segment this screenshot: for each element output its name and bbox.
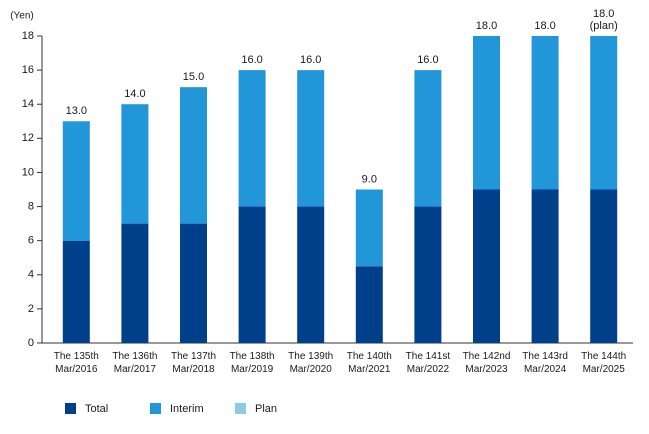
x-tick-label: The 136th Mar/2017 xyxy=(112,351,157,375)
total-label: 16.0 xyxy=(300,54,321,66)
x-tick-label-line: Mar/2019 xyxy=(231,364,274,375)
x-tick-label: The 135th Mar/2016 xyxy=(54,351,99,375)
total-label: 16.0 xyxy=(241,54,262,66)
bar-segment xyxy=(355,266,383,343)
x-tick-label: The 142nd Mar/2023 xyxy=(463,351,511,375)
bar-segment xyxy=(473,189,500,343)
bar-segment xyxy=(473,36,500,190)
bar-segment xyxy=(531,189,559,343)
bar-segment xyxy=(62,121,90,241)
legend-swatch xyxy=(235,403,246,414)
annotation: (plan) xyxy=(590,20,618,32)
bar-segment xyxy=(238,206,266,343)
x-tick-label-line: Mar/2017 xyxy=(114,364,157,375)
x-tick-label: The 137th Mar/2018 xyxy=(171,351,216,375)
x-tick-label: The 141st Mar/2022 xyxy=(406,351,451,375)
total-label: 14.0 xyxy=(124,88,145,100)
y-tick-label: 10 xyxy=(22,166,34,178)
bar-segment xyxy=(180,223,207,343)
x-tick-label: The 144th Mar/2025 xyxy=(581,351,626,375)
x-tick-label-line: Mar/2021 xyxy=(348,364,391,375)
x-tick-label: The 143rd Mar/2024 xyxy=(522,351,568,375)
legend-label: Interim xyxy=(170,403,204,415)
y-tick-label: 18 xyxy=(22,30,34,42)
x-tick-label-line: The 139th xyxy=(288,351,333,362)
x-tick-label-line: The 135th xyxy=(54,351,99,362)
x-tick-label-line: The 140th xyxy=(347,351,392,362)
y-tick-label: 2 xyxy=(28,303,34,315)
y-tick-label: 4 xyxy=(28,269,34,281)
total-label: 18.0 xyxy=(476,20,497,32)
x-tick-label-line: The 138th xyxy=(230,351,275,362)
x-tick-label-line: Mar/2018 xyxy=(172,364,215,375)
x-tick-label-line: Mar/2025 xyxy=(583,364,626,375)
x-tick-label: The 139th Mar/2020 xyxy=(288,351,333,375)
x-tick-label-line: The 144th xyxy=(581,351,626,362)
total-label: 13.0 xyxy=(66,105,87,117)
total-label: 18.0 xyxy=(593,8,614,20)
x-tick-label-line: The 143rd xyxy=(522,351,568,362)
bar-segment xyxy=(180,87,207,224)
y-tick-label: 16 xyxy=(22,64,34,76)
total-label: 15.0 xyxy=(183,71,204,83)
bar-segment xyxy=(238,70,266,207)
bar-segment xyxy=(297,206,325,343)
bar-segment xyxy=(531,36,559,190)
bar-segment xyxy=(62,240,90,343)
bar-segment xyxy=(590,189,618,343)
y-axis-label: (Yen) xyxy=(10,11,34,22)
legend-swatch xyxy=(150,403,161,414)
total-label: 18.0 xyxy=(534,20,555,32)
x-tick-label-line: The 137th xyxy=(171,351,216,362)
legend-swatch xyxy=(65,403,76,414)
y-tick-label: 12 xyxy=(22,132,34,144)
y-tick-label: 6 xyxy=(28,235,34,247)
bar-segment xyxy=(297,70,325,207)
legend-label: Plan xyxy=(255,403,277,415)
x-tick-label-line: Mar/2016 xyxy=(55,364,98,375)
x-tick-label-line: The 142nd xyxy=(463,351,511,362)
bar-segment xyxy=(355,189,383,267)
x-tick-label-line: The 141st xyxy=(406,351,451,362)
bar-segment xyxy=(121,104,149,224)
bar-segment xyxy=(590,36,618,190)
total-label: 16.0 xyxy=(417,54,438,66)
x-tick-label-line: Mar/2020 xyxy=(290,364,333,375)
x-tick-label-line: Mar/2022 xyxy=(407,364,450,375)
bar-segment xyxy=(414,206,442,343)
x-tick-label: The 140th Mar/2021 xyxy=(347,351,392,375)
x-tick-label-line: Mar/2023 xyxy=(465,364,508,375)
total-label: 9.0 xyxy=(362,173,377,185)
bar-segment xyxy=(414,70,442,207)
y-tick-label: 14 xyxy=(22,98,34,110)
bar-segment xyxy=(121,223,149,343)
x-tick-label-line: The 136th xyxy=(112,351,157,362)
legend-label: Total xyxy=(85,403,108,415)
x-tick-label: The 138th Mar/2019 xyxy=(230,351,275,375)
y-tick-label: 0 xyxy=(28,337,34,349)
y-tick-label: 8 xyxy=(28,200,34,212)
x-tick-label-line: Mar/2024 xyxy=(524,364,567,375)
